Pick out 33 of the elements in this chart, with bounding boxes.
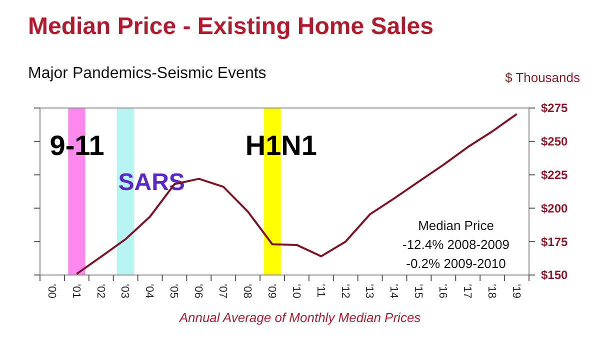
x-tick-label: '03 xyxy=(118,284,131,298)
x-tick-label: '02 xyxy=(94,284,106,298)
x-tick-label: '13 xyxy=(363,284,376,298)
x-tick-label: '17 xyxy=(461,284,474,298)
annotation: Median Price -12.4% 2008-2009 -0.2% 2009-2010 xyxy=(402,218,510,271)
x-tick-label: '04 xyxy=(143,284,156,298)
band-label: SARS xyxy=(118,169,185,196)
chart-title: Median Price - Existing Home Sales xyxy=(28,13,434,40)
x-tick-label: '05 xyxy=(168,284,180,298)
x-tick-label: '12 xyxy=(338,284,351,298)
y-tick-label: $275 xyxy=(541,101,568,116)
x-tick-label: '00 xyxy=(45,284,58,298)
x-tick-label: '11 xyxy=(314,284,326,298)
x-tick-label: '08 xyxy=(240,284,253,298)
x-tick-label: '16 xyxy=(436,284,449,298)
chart-subtitle: Major Pandemics-Seismic Events xyxy=(28,65,266,82)
y-tick-label: $225 xyxy=(541,168,568,182)
x-tick-label: '19 xyxy=(510,284,522,298)
x-tick-label: '15 xyxy=(412,284,424,298)
y-axis-title: $ Thousands xyxy=(505,70,580,85)
text: Annual Average of Monthly Median Prices xyxy=(178,310,422,325)
y-tick-label: $150 xyxy=(541,268,568,282)
y-tick-label: $200 xyxy=(541,201,568,216)
x-tick-label: '01 xyxy=(70,284,82,298)
x-tick-label: '18 xyxy=(485,284,498,298)
x-tick-label: '07 xyxy=(216,284,229,298)
x-tick-label: '14 xyxy=(388,284,400,298)
y-tick-label: $175 xyxy=(541,234,568,249)
x-tick-label: '09 xyxy=(265,284,278,298)
x-tick-label: '10 xyxy=(290,284,302,298)
y-tick-label: $250 xyxy=(541,134,568,149)
x-tick-label: '06 xyxy=(192,284,204,298)
band-label: 9-11 xyxy=(50,130,104,161)
